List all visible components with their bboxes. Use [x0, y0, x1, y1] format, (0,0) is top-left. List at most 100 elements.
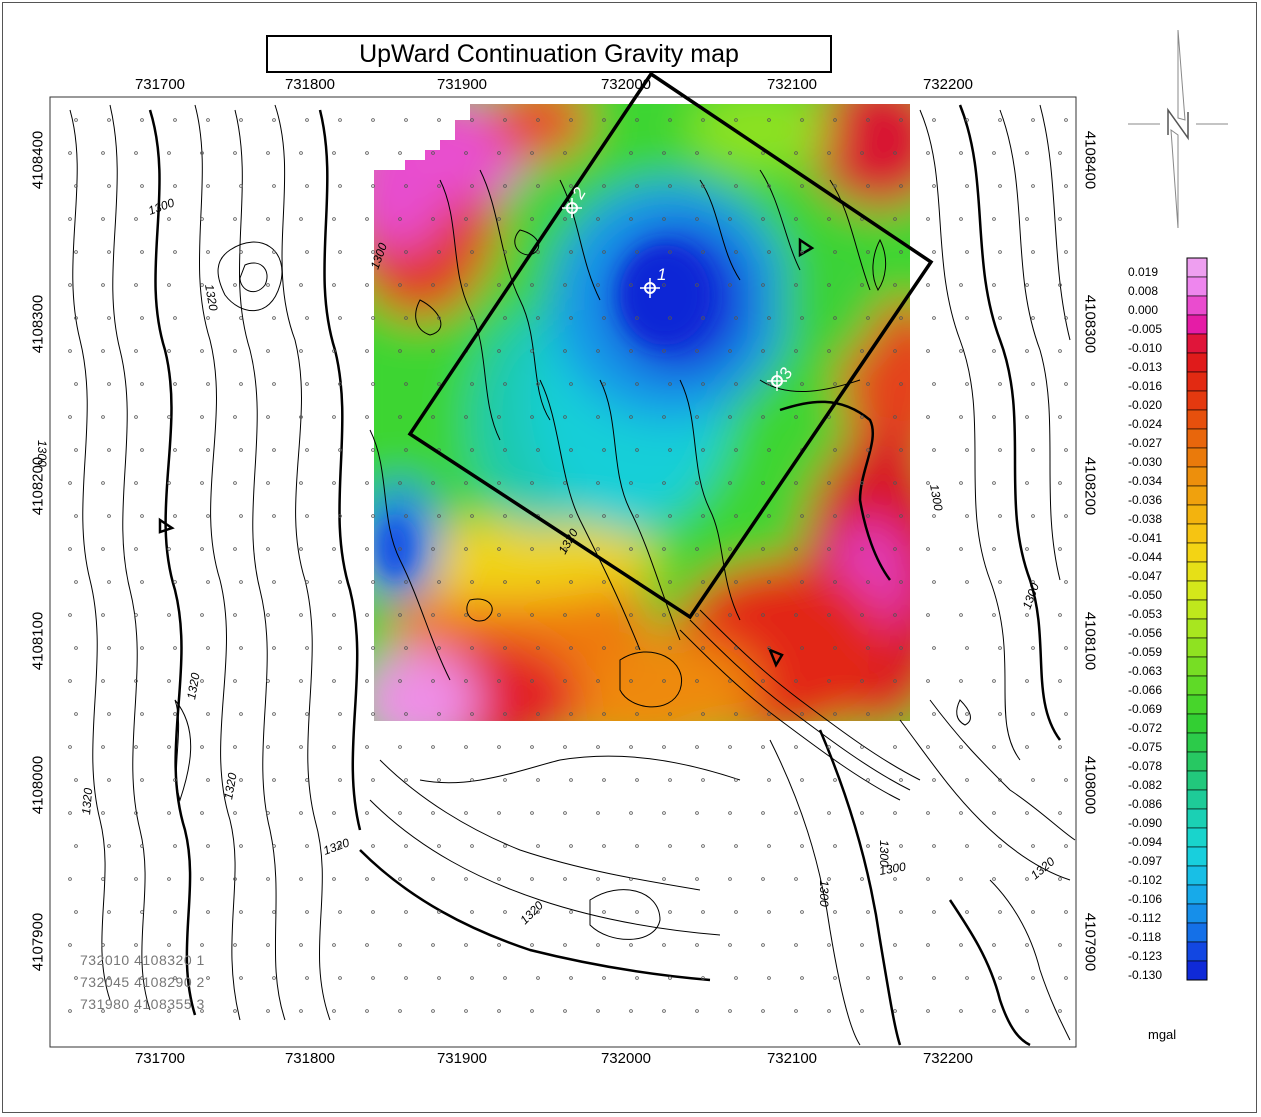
legend-value: -0.038	[1128, 512, 1163, 526]
svg-text:1320: 1320	[321, 835, 351, 857]
legend-swatch	[1186, 333, 1208, 354]
legend-value: -0.075	[1128, 740, 1163, 754]
legend-swatch	[1186, 637, 1208, 658]
legend-value: -0.016	[1128, 379, 1163, 393]
x-tick-top: 731700	[134, 76, 186, 93]
legend-swatch	[1186, 770, 1208, 791]
x-tick-bottom: 731900	[436, 1050, 488, 1067]
sample-label-1: 1	[657, 265, 666, 284]
legend-swatch	[1186, 960, 1208, 981]
legend-value: -0.123	[1128, 949, 1163, 963]
legend-value: 0.008	[1128, 284, 1159, 298]
legend-value: -0.053	[1128, 607, 1163, 621]
legend-value: -0.041	[1128, 531, 1163, 545]
svg-text:1300: 1300	[877, 840, 891, 867]
legend-swatch	[1186, 903, 1208, 924]
legend-value: -0.036	[1128, 493, 1163, 507]
legend-value: -0.030	[1128, 455, 1163, 469]
legend-value: -0.050	[1128, 588, 1163, 602]
legend-swatch	[1186, 789, 1208, 810]
legend-unit: mgal	[1148, 1027, 1177, 1042]
x-tick-top: 731800	[284, 76, 336, 93]
topographic-contours	[69, 104, 1076, 1047]
legend-swatch	[1186, 675, 1208, 696]
svg-text:1320: 1320	[1028, 854, 1058, 882]
x-tick-top: 732100	[766, 76, 818, 93]
legend-value: -0.027	[1128, 436, 1163, 450]
svg-text:1300: 1300	[35, 440, 49, 467]
coordinate-line-3: 731980 4108355 3	[80, 996, 205, 1012]
legend-value: -0.082	[1128, 778, 1163, 792]
coordinate-line-1: 732010 4108320 1	[80, 952, 205, 968]
legend-swatch	[1186, 542, 1208, 563]
svg-text:1300: 1300	[1020, 581, 1042, 611]
y-tick-right: 4108200	[1081, 456, 1099, 516]
svg-text:1300: 1300	[927, 483, 945, 512]
legend-swatch	[1186, 827, 1208, 848]
legend-swatch	[1186, 295, 1208, 316]
y-tick-left: 4108000	[29, 755, 47, 815]
svg-text:1320: 1320	[202, 283, 220, 312]
legend-value: -0.063	[1128, 664, 1163, 678]
sample-marker-1: 1	[640, 265, 666, 298]
legend-value: -0.024	[1128, 417, 1163, 431]
legend-swatch	[1186, 694, 1208, 715]
legend-swatch	[1186, 922, 1208, 943]
y-tick-right: 4108300	[1081, 294, 1099, 354]
legend-value: -0.112	[1128, 911, 1162, 925]
legend-swatch	[1186, 409, 1208, 430]
svg-text:1300: 1300	[878, 859, 907, 877]
legend-swatch	[1186, 941, 1208, 962]
legend-swatch	[1186, 884, 1208, 905]
color-scale-bar	[1186, 257, 1208, 981]
svg-text:1320: 1320	[221, 771, 239, 800]
legend-swatch	[1186, 656, 1208, 677]
x-tick-bottom: 732100	[766, 1050, 818, 1067]
legend-value: -0.097	[1128, 854, 1163, 868]
y-tick-left: 4108100	[29, 611, 47, 671]
legend-swatch	[1186, 523, 1208, 544]
legend-value: -0.130	[1128, 968, 1163, 982]
legend-value: -0.044	[1128, 550, 1163, 564]
legend-swatch	[1186, 580, 1208, 601]
legend-swatch	[1186, 561, 1208, 582]
x-tick-top: 732000	[600, 76, 652, 93]
legend-swatch	[1186, 618, 1208, 639]
legend-value: -0.086	[1128, 797, 1163, 811]
legend-value: -0.059	[1128, 645, 1163, 659]
y-tick-left: 4108300	[29, 294, 47, 354]
legend-value: -0.102	[1128, 873, 1163, 887]
svg-text:1300: 1300	[146, 195, 176, 217]
legend-swatch	[1186, 428, 1208, 449]
gravity-grid	[374, 104, 910, 721]
y-tick-right: 4108000	[1081, 755, 1099, 815]
legend-value: -0.034	[1128, 474, 1163, 488]
legend-value: -0.106	[1128, 892, 1163, 906]
legend-swatch	[1186, 466, 1208, 487]
y-tick-left: 4108400	[29, 130, 47, 190]
legend-swatch	[1186, 447, 1208, 468]
y-tick-right: 4108400	[1081, 130, 1099, 190]
legend-swatch	[1186, 485, 1208, 506]
svg-text:1300: 1300	[817, 880, 831, 907]
y-tick-right: 4107900	[1081, 912, 1099, 972]
legend-value: -0.047	[1128, 569, 1163, 583]
legend-swatch	[1186, 276, 1208, 297]
y-tick-right: 4108100	[1081, 611, 1099, 671]
x-tick-bottom: 731700	[134, 1050, 186, 1067]
map-title: UpWard Continuation Gravity map	[266, 35, 832, 73]
legend-swatch	[1186, 314, 1208, 335]
y-tick-left: 4107900	[29, 912, 47, 972]
svg-text:1320: 1320	[517, 898, 546, 927]
coordinate-line-2: 732045 4108290 2	[80, 974, 205, 990]
x-tick-bottom: 731800	[284, 1050, 336, 1067]
survey-stations	[68, 118, 1068, 1013]
legend-swatch	[1186, 713, 1208, 734]
svg-text:1320: 1320	[79, 787, 95, 815]
legend-value: -0.118	[1128, 930, 1162, 944]
legend-value: -0.066	[1128, 683, 1163, 697]
north-arrow-icon	[1128, 29, 1228, 229]
survey-boundary	[407, 71, 934, 620]
